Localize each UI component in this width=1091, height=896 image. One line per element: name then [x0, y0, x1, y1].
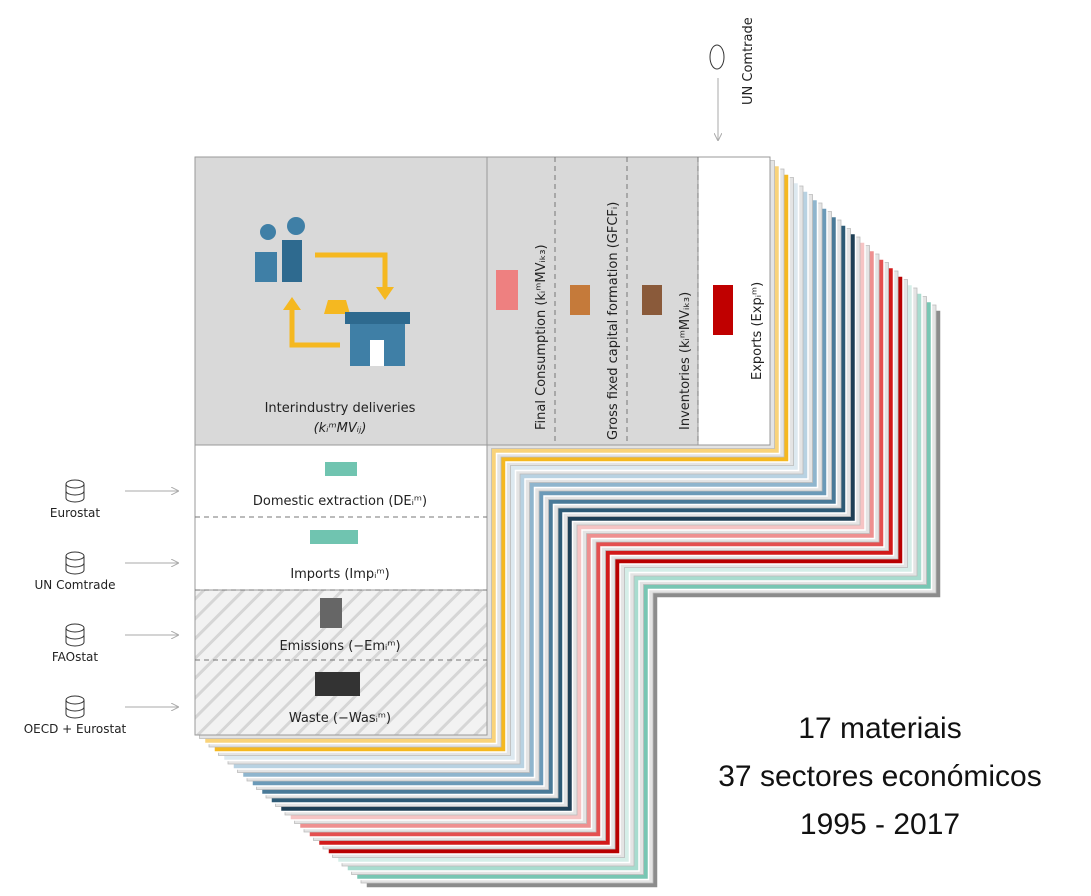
sources: Eurostat UN Comtrade FAOstat OECD + Eurosta…: [24, 480, 178, 736]
summary-line: 17 materiais: [798, 712, 961, 745]
column-label: Exports (Expᵢᵐ): [750, 282, 765, 380]
source-label: UN Comtrade: [35, 578, 116, 592]
db-top: [66, 480, 84, 488]
column-label: Inventories (kᵢᵐMVᵢₖ₃): [678, 292, 693, 430]
summary-line: 1995 - 2017: [800, 808, 960, 841]
row-label: Waste (−Wasᵢᵐ): [289, 711, 391, 726]
row-label: Emissions (−Emᵢᵐ): [279, 639, 400, 654]
source: FAOstat: [52, 624, 178, 664]
source-label: Eurostat: [50, 506, 101, 520]
page: {"top_source": "UN Comtrade", "interindu…: [0, 0, 1091, 892]
column-label: Gross fixed capital formation (GFCFᵢ): [606, 202, 621, 440]
db-top: [66, 624, 84, 632]
source-label: OECD + Eurostat: [24, 722, 127, 736]
top-source: UN Comtrade: [710, 17, 756, 140]
db-top: [66, 696, 84, 704]
diagram: Interindustry deliveries (kᵢᵐMVᵢⱼ) Final…: [0, 0, 1091, 892]
summary-line: 37 sectores económicos: [718, 760, 1042, 793]
source: OECD + Eurostat: [24, 696, 178, 736]
interindustry-formula: (kᵢᵐMVᵢⱼ): [314, 421, 367, 436]
source: UN Comtrade: [35, 552, 178, 592]
source-label: FAOstat: [52, 650, 99, 664]
source-label: UN Comtrade: [741, 17, 756, 105]
db-top: [66, 552, 84, 560]
source: Eurostat: [50, 480, 178, 520]
final-demand-cells: [487, 157, 698, 445]
column-label: Final Consumption (kᵢᵐMVᵢₖ₃): [534, 244, 549, 430]
row-label: Domestic extraction (DEᵢᵐ): [253, 494, 427, 509]
row-label: Imports (Impᵢᵐ): [290, 567, 389, 582]
interindustry-title: Interindustry deliveries: [265, 401, 416, 416]
